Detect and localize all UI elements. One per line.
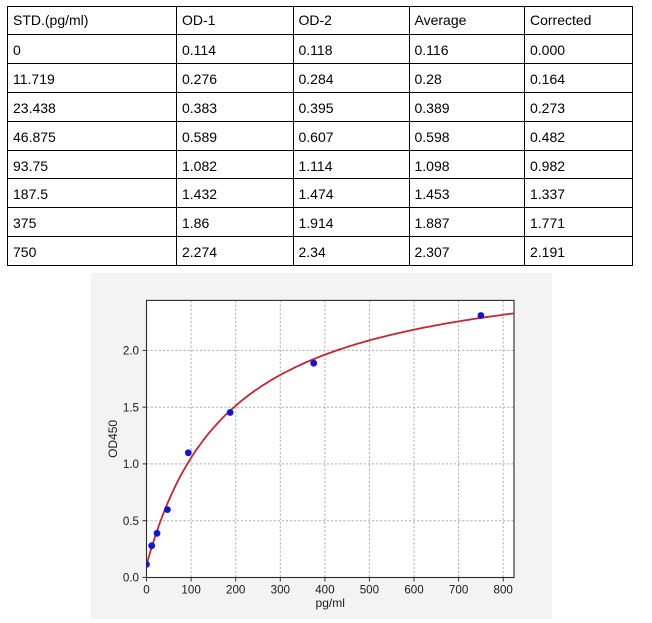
svg-text:2.0: 2.0 — [123, 345, 139, 358]
svg-text:300: 300 — [271, 583, 290, 596]
svg-text:0: 0 — [143, 583, 149, 596]
svg-text:600: 600 — [404, 583, 423, 596]
svg-text:400: 400 — [315, 583, 334, 596]
svg-text:0.5: 0.5 — [123, 515, 139, 528]
svg-text:100: 100 — [181, 583, 200, 596]
svg-text:1.0: 1.0 — [123, 458, 139, 471]
svg-text:200: 200 — [226, 583, 245, 596]
svg-text:800: 800 — [494, 583, 513, 596]
svg-text:500: 500 — [360, 583, 379, 596]
svg-text:700: 700 — [449, 583, 468, 596]
svg-text:OD450: OD450 — [106, 420, 120, 458]
svg-text:pg/ml: pg/ml — [316, 596, 345, 610]
svg-text:0.0: 0.0 — [123, 572, 139, 585]
svg-text:1.5: 1.5 — [123, 401, 139, 414]
